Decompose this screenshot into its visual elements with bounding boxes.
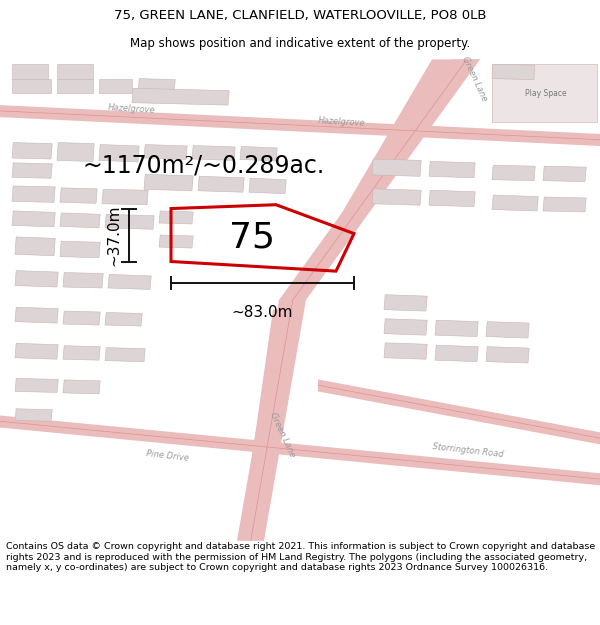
Polygon shape	[198, 176, 244, 192]
Polygon shape	[57, 79, 93, 93]
Polygon shape	[279, 59, 480, 300]
Polygon shape	[57, 142, 94, 161]
Text: Green Lane: Green Lane	[268, 411, 296, 459]
Text: Map shows position and indicative extent of the property.: Map shows position and indicative extent…	[130, 37, 470, 50]
Text: Pine Drive: Pine Drive	[146, 449, 190, 463]
Polygon shape	[15, 343, 58, 359]
Polygon shape	[102, 189, 148, 205]
Polygon shape	[429, 190, 475, 207]
Polygon shape	[492, 64, 535, 79]
Text: 75: 75	[229, 221, 275, 254]
Polygon shape	[105, 312, 142, 326]
Polygon shape	[99, 144, 139, 162]
Polygon shape	[144, 174, 193, 191]
Polygon shape	[192, 146, 235, 161]
Polygon shape	[372, 159, 421, 176]
Polygon shape	[492, 165, 535, 181]
Polygon shape	[429, 161, 475, 177]
Polygon shape	[12, 211, 55, 227]
Polygon shape	[543, 197, 586, 212]
Polygon shape	[486, 347, 529, 363]
Polygon shape	[60, 188, 97, 203]
Text: Contains OS data © Crown copyright and database right 2021. This information is : Contains OS data © Crown copyright and d…	[6, 542, 595, 572]
Polygon shape	[12, 79, 51, 93]
Polygon shape	[12, 163, 52, 178]
Polygon shape	[99, 79, 132, 93]
Polygon shape	[138, 79, 175, 94]
Polygon shape	[15, 379, 58, 392]
Polygon shape	[159, 211, 193, 224]
Text: Storrington Road: Storrington Road	[432, 442, 504, 459]
Polygon shape	[372, 189, 421, 205]
Polygon shape	[0, 416, 600, 485]
Text: 75, GREEN LANE, CLANFIELD, WATERLOOVILLE, PO8 0LB: 75, GREEN LANE, CLANFIELD, WATERLOOVILLE…	[114, 9, 486, 22]
Polygon shape	[384, 295, 427, 311]
Text: ~83.0m: ~83.0m	[232, 305, 293, 320]
Polygon shape	[60, 241, 100, 258]
Polygon shape	[63, 272, 103, 288]
Polygon shape	[15, 237, 55, 256]
Polygon shape	[384, 319, 427, 335]
Polygon shape	[492, 195, 538, 211]
Polygon shape	[15, 271, 58, 287]
Polygon shape	[492, 64, 597, 122]
Polygon shape	[132, 88, 229, 105]
Polygon shape	[63, 380, 100, 394]
Polygon shape	[105, 214, 154, 229]
Polygon shape	[12, 64, 48, 79]
Text: Green Lane: Green Lane	[460, 55, 488, 102]
Text: Play Space: Play Space	[525, 89, 567, 98]
Polygon shape	[105, 348, 145, 362]
Polygon shape	[15, 308, 58, 323]
Text: Hazelgrove: Hazelgrove	[318, 116, 366, 128]
Polygon shape	[543, 166, 586, 182]
Polygon shape	[15, 409, 52, 421]
Polygon shape	[60, 213, 100, 228]
Polygon shape	[435, 345, 478, 362]
Polygon shape	[57, 64, 93, 79]
Polygon shape	[63, 311, 100, 325]
Text: ~1170m²/~0.289ac.: ~1170m²/~0.289ac.	[83, 153, 325, 178]
Polygon shape	[144, 144, 187, 159]
Polygon shape	[159, 235, 193, 248]
Polygon shape	[486, 322, 529, 338]
Polygon shape	[12, 186, 55, 202]
Text: ~37.0m: ~37.0m	[107, 204, 121, 266]
Polygon shape	[249, 178, 286, 194]
Polygon shape	[318, 379, 600, 444]
Polygon shape	[240, 59, 480, 541]
Text: Hazelgrove: Hazelgrove	[108, 102, 156, 114]
Polygon shape	[240, 146, 277, 161]
Polygon shape	[237, 300, 306, 541]
Polygon shape	[12, 142, 52, 159]
Polygon shape	[435, 320, 478, 337]
Polygon shape	[108, 274, 151, 289]
Polygon shape	[384, 343, 427, 359]
Polygon shape	[0, 105, 600, 146]
Polygon shape	[63, 346, 100, 360]
